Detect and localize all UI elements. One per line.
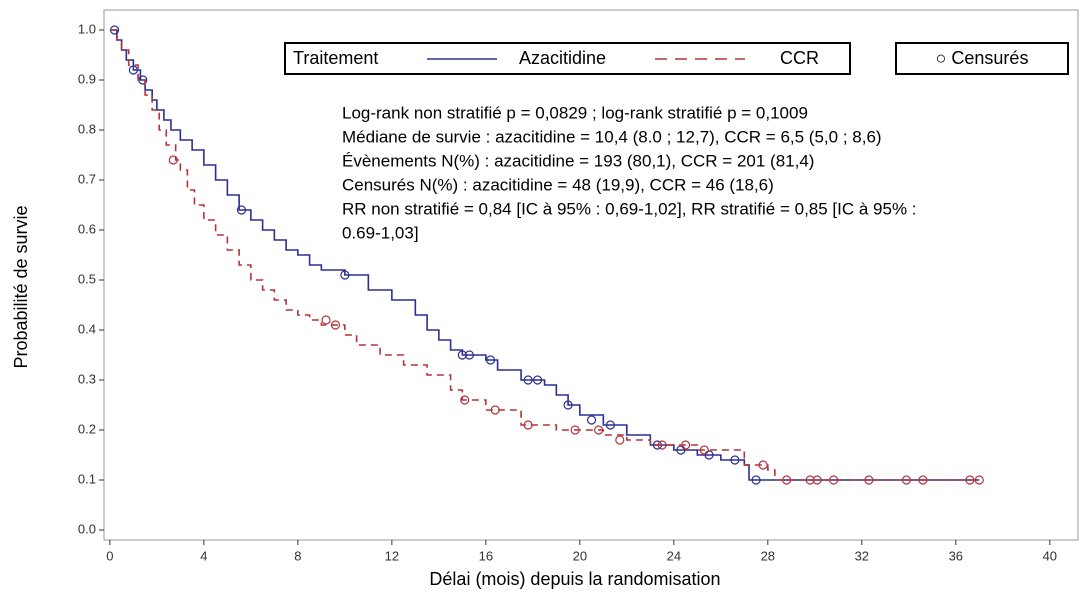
y-tick-label: 0.4 bbox=[78, 321, 96, 336]
survival-curve bbox=[109, 29, 980, 481]
x-tick-label: 8 bbox=[294, 548, 301, 563]
censor-mark bbox=[829, 475, 839, 485]
censor-mark bbox=[490, 405, 500, 415]
x-tick-label: 36 bbox=[949, 548, 963, 563]
legend-label: Azacitidine bbox=[519, 48, 606, 68]
y-tick-label: 0.1 bbox=[78, 471, 96, 486]
censor-mark bbox=[168, 155, 178, 165]
legend-label: CCR bbox=[780, 48, 819, 68]
x-axis-label: Délai (mois) depuis la randomisation bbox=[429, 569, 720, 589]
y-tick-label: 0.2 bbox=[78, 421, 96, 436]
y-tick-label: 0.7 bbox=[78, 171, 96, 186]
y-tick-label: 0.0 bbox=[78, 521, 96, 536]
censor-mark bbox=[782, 475, 792, 485]
censor-mark bbox=[321, 315, 331, 325]
censor-mark bbox=[485, 355, 496, 365]
legend-title: Traitement bbox=[293, 48, 378, 68]
y-tick-label: 1.0 bbox=[78, 21, 96, 36]
censor-mark bbox=[605, 420, 615, 430]
censor-mark bbox=[586, 415, 597, 425]
censor-mark bbox=[570, 425, 580, 435]
censored-legend-box bbox=[895, 42, 1069, 75]
x-tick-label: 12 bbox=[385, 548, 399, 563]
y-tick-label: 0.3 bbox=[78, 371, 96, 386]
censor-mark bbox=[615, 435, 625, 445]
annotation: Médiane de survie : azacitidine = 10,4 (… bbox=[342, 127, 882, 146]
annotation: Évènements N(%) : azacitidine = 193 (80,… bbox=[342, 151, 814, 170]
censor-mark bbox=[128, 65, 138, 75]
censor-mark bbox=[457, 350, 467, 360]
censor-mark bbox=[704, 450, 714, 460]
censored-legend: ○ Censurés bbox=[936, 48, 1029, 68]
y-tick-label: 0.8 bbox=[78, 121, 96, 136]
x-tick-label: 28 bbox=[761, 548, 775, 563]
y-tick-label: 0.5 bbox=[78, 271, 96, 286]
x-tick-label: 4 bbox=[200, 548, 207, 563]
censor-mark bbox=[699, 445, 709, 455]
censor-mark bbox=[460, 395, 470, 405]
censor-mark bbox=[657, 440, 667, 450]
y-tick-label: 0.9 bbox=[78, 71, 96, 86]
censor-mark bbox=[918, 475, 928, 485]
censor-mark bbox=[340, 270, 350, 280]
censor-mark bbox=[805, 475, 815, 485]
x-tick-label: 24 bbox=[667, 548, 681, 563]
censor-mark bbox=[680, 440, 691, 450]
censor-mark bbox=[236, 205, 247, 215]
legend-box bbox=[284, 42, 851, 75]
censor-mark bbox=[532, 375, 543, 385]
censor-mark bbox=[594, 425, 604, 435]
y-axis-label: Probabilité de survie bbox=[11, 205, 31, 368]
censor-mark bbox=[563, 400, 573, 410]
censor-mark bbox=[864, 475, 874, 485]
censor-mark bbox=[523, 375, 533, 385]
censor-mark bbox=[751, 475, 761, 485]
censor-mark bbox=[758, 460, 768, 470]
x-tick-label: 16 bbox=[479, 548, 493, 563]
censor-mark bbox=[974, 475, 984, 485]
censor-mark bbox=[464, 350, 474, 360]
x-tick-label: 0 bbox=[106, 548, 113, 563]
censor-mark bbox=[676, 445, 686, 455]
y-tick-label: 0.6 bbox=[78, 221, 96, 236]
censor-mark bbox=[523, 420, 533, 430]
x-tick-label: 32 bbox=[855, 548, 869, 563]
x-tick-label: 20 bbox=[573, 548, 587, 563]
censor-mark bbox=[812, 475, 822, 485]
annotation: Censurés N(%) : azacitidine = 48 (19,9),… bbox=[342, 175, 774, 194]
annotation: RR non stratifié = 0,84 [IC à 95% : 0,69… bbox=[342, 199, 917, 218]
annotation: 0.69-1,03] bbox=[342, 223, 419, 242]
x-tick-label: 40 bbox=[1043, 548, 1057, 563]
censor-mark bbox=[965, 475, 975, 485]
survival-curve bbox=[109, 29, 980, 481]
annotation: Log-rank non stratifié p = 0,0829 ; log-… bbox=[342, 103, 808, 122]
plot-frame bbox=[103, 9, 1079, 541]
censor-mark bbox=[730, 455, 740, 465]
censor-mark bbox=[330, 320, 341, 330]
censor-mark bbox=[901, 475, 912, 485]
